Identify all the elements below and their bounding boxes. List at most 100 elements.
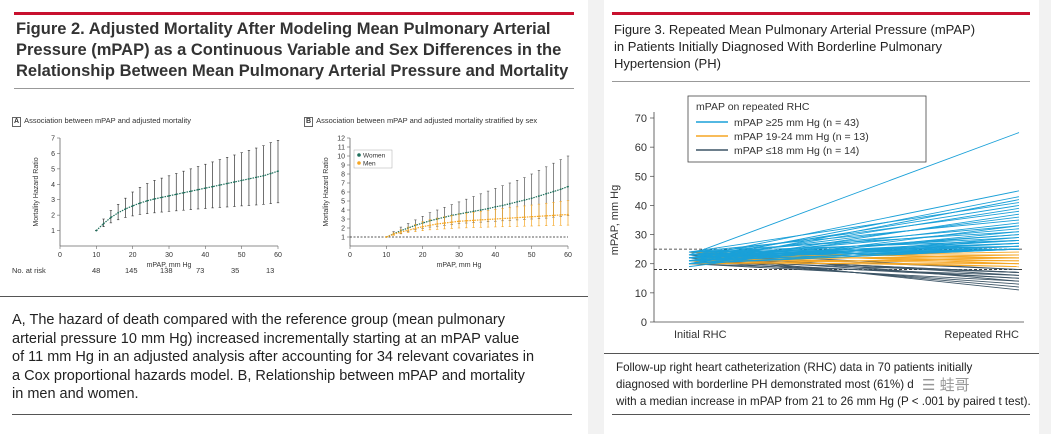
data-point [458, 220, 460, 223]
figure3-title-divider [612, 81, 1030, 82]
figure2-title-line: Pressure (mPAP) as a Continuous Variable… [16, 41, 562, 59]
data-point [109, 216, 112, 219]
data-point [487, 218, 489, 221]
panel-a-title: A Association between mPAP and adjusted m… [12, 116, 191, 127]
patient-line [688, 248, 1020, 253]
panel-a-letter: A [12, 117, 22, 127]
panel-b-title-text: Association between mPAP and adjusted mo… [316, 116, 538, 125]
data-point [392, 233, 395, 236]
data-point [189, 190, 192, 193]
figure2-title-line: Figure 2. Adjusted Mortality After Model… [16, 20, 551, 38]
legend-label: mPAP 19-24 mm Hg (n = 13) [734, 131, 869, 143]
data-point [472, 210, 475, 213]
legend-title: mPAP on repeated RHC [696, 101, 810, 113]
y-tick-label: 2 [341, 226, 345, 233]
y-axis-label: Mortality Hazard Ratio [33, 157, 40, 226]
x-tick-label: 0 [348, 252, 352, 259]
legend-label: mPAP ≤18 mm Hg (n = 14) [734, 145, 859, 157]
patient-line [688, 248, 1020, 265]
figure3-panel: Figure 3. Repeated Mean Pulmonary Arteri… [604, 0, 1039, 434]
y-tick-label: 11 [338, 145, 345, 152]
data-point [494, 205, 497, 208]
x-tick-label: 60 [274, 252, 282, 259]
patient-line [688, 210, 1020, 256]
data-point [218, 184, 221, 186]
patient-line [688, 202, 1020, 253]
data-point [175, 193, 178, 196]
x-category-label: Initial RHC [674, 329, 727, 341]
caption-line: Follow-up right heart catheterization (R… [616, 361, 973, 374]
data-point [472, 219, 475, 222]
patient-line [688, 239, 1020, 253]
legend-box [687, 95, 927, 163]
y-tick-label: 40 [635, 200, 647, 212]
legend-marker [357, 161, 361, 165]
data-point [516, 216, 519, 219]
patient-line [688, 204, 1020, 259]
legend-label: mPAP ≥25 mm Hg (n = 43) [734, 117, 859, 129]
y-tick-label: 1 [51, 228, 55, 235]
watermark-logo: ☰ 蛙哥 [922, 377, 970, 394]
data-point [102, 222, 105, 225]
data-point [226, 182, 229, 185]
data-point [530, 197, 533, 200]
data-point [508, 202, 511, 205]
data-point [501, 204, 504, 207]
panel-b-letter: B [304, 117, 314, 127]
data-point [117, 211, 120, 214]
data-point [153, 198, 156, 200]
figure3-title-line: Figure 3. Repeated Mean Pulmonary Arteri… [614, 22, 976, 37]
patient-line [688, 231, 1020, 253]
caption-line: arterial pressure 10 mm Hg) increased in… [12, 330, 520, 347]
panel-b-title: B Association between mPAP and adjusted m… [304, 116, 537, 127]
y-tick-label: 30 [635, 230, 647, 242]
x-axis-label: mPAP, mm Hg [437, 262, 482, 269]
figure2-title: Figure 2. Adjusted Mortality After Model… [16, 19, 581, 82]
at-risk-value: 48 [92, 266, 101, 275]
caption-line: diagnosed with borderline PH demonstrate… [616, 378, 914, 391]
y-tick-label: 9 [341, 163, 345, 170]
legend-label: Men [363, 161, 376, 168]
x-tick-label: 60 [564, 252, 572, 259]
data-point [414, 227, 417, 230]
data-point [204, 187, 207, 190]
at-risk-value: 13 [266, 266, 275, 275]
data-point [552, 214, 555, 217]
data-point [450, 221, 453, 224]
y-tick-label: 8 [341, 172, 345, 179]
data-point [168, 194, 170, 197]
data-point [248, 177, 250, 180]
data-point [197, 188, 199, 191]
caption-line: of 11 mm Hg in an adjusted analysis afte… [12, 349, 535, 365]
data-point [182, 191, 185, 194]
y-tick-label: 6 [341, 190, 345, 197]
data-point [465, 219, 468, 222]
figure3-bottom-divider [612, 414, 1030, 415]
figure2-panel: Figure 2. Adjusted Mortality After Model… [0, 0, 588, 434]
at-risk-value: 73 [196, 266, 205, 275]
data-point [443, 222, 446, 224]
x-tick-label: 0 [58, 252, 62, 259]
legend-marker [357, 153, 361, 157]
y-axis-label: Mortality Hazard Ratio [323, 157, 330, 226]
y-tick-label: 2 [51, 213, 55, 220]
data-point [240, 179, 243, 182]
data-point [501, 217, 504, 220]
patient-line [688, 248, 1020, 259]
caption-line: with a median increase in mPAP from 21 t… [616, 395, 1031, 408]
figure2-bottom-divider [12, 414, 572, 415]
patient-line [688, 219, 1020, 253]
x-tick-label: 50 [238, 252, 246, 259]
x-category-label: Repeated RHC [944, 329, 1019, 341]
data-point [545, 192, 548, 195]
data-point [559, 188, 562, 191]
patient-line [688, 260, 1020, 268]
x-tick-label: 30 [165, 252, 173, 259]
data-point [567, 213, 569, 216]
x-tick-label: 40 [201, 252, 209, 259]
data-point [429, 224, 431, 227]
data-point [255, 176, 258, 179]
y-tick-label: 7 [341, 181, 345, 188]
chart-fig3: 0 10 20 30 40 50 60 70 mPAP, mm Hg Initial RHC Rep… [609, 95, 1024, 341]
at-risk-label: No. at risk [12, 266, 46, 275]
